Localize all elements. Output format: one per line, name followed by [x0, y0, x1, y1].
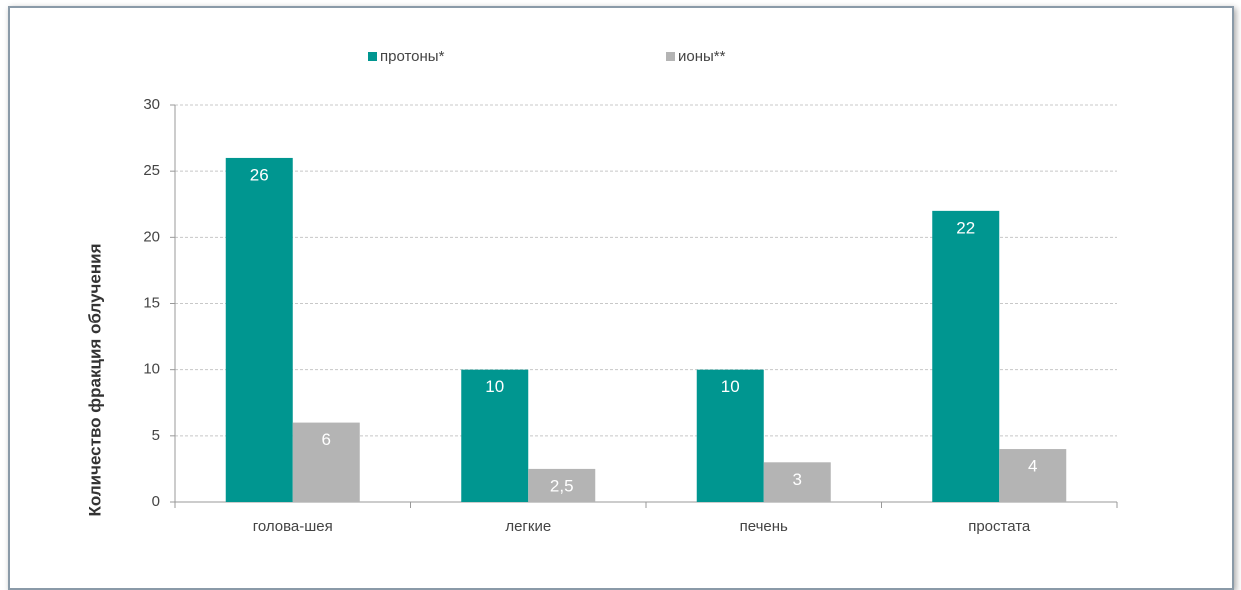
page: {"chart_data": {"type": "bar", "y_label"… — [8, 6, 1234, 590]
legend-label: протоны* — [380, 48, 445, 65]
y-tick-label: 30 — [143, 96, 160, 113]
value-label: 6 — [322, 430, 331, 449]
value-label: 2,5 — [550, 476, 574, 495]
value-label: 22 — [956, 218, 975, 237]
x-tick-label: голова-шея — [253, 518, 333, 535]
bar — [932, 210, 1000, 502]
bar — [292, 422, 360, 502]
chart: Количество фракция облучения 0 5 10 15 20 25 3… — [85, 48, 1118, 535]
bar — [225, 157, 293, 502]
value-label: 3 — [793, 470, 802, 489]
value-label: 10 — [721, 377, 740, 396]
y-tick-label: 20 — [143, 228, 160, 245]
legend-label: ионы** — [678, 48, 726, 65]
y-axis-label: Количество фракция облучения — [85, 243, 104, 516]
x-tick-label: простата — [968, 518, 1031, 535]
bar — [528, 468, 596, 502]
bar — [461, 369, 529, 502]
x-tick-label: легкие — [505, 518, 551, 535]
y-tick-label: 15 — [143, 294, 160, 311]
y-tick-label: 5 — [152, 427, 160, 444]
y-tick-label: 0 — [152, 493, 160, 510]
y-tick-label: 10 — [143, 361, 160, 378]
bar — [696, 369, 764, 502]
y-tick-label: 25 — [143, 162, 160, 179]
x-tick-label: печень — [740, 518, 788, 535]
bar — [999, 449, 1067, 502]
value-label: 10 — [485, 377, 504, 396]
bar — [763, 462, 831, 502]
value-label: 26 — [250, 165, 269, 184]
legend-swatch — [368, 52, 377, 61]
value-label: 4 — [1028, 457, 1037, 476]
legend-swatch — [666, 52, 675, 61]
